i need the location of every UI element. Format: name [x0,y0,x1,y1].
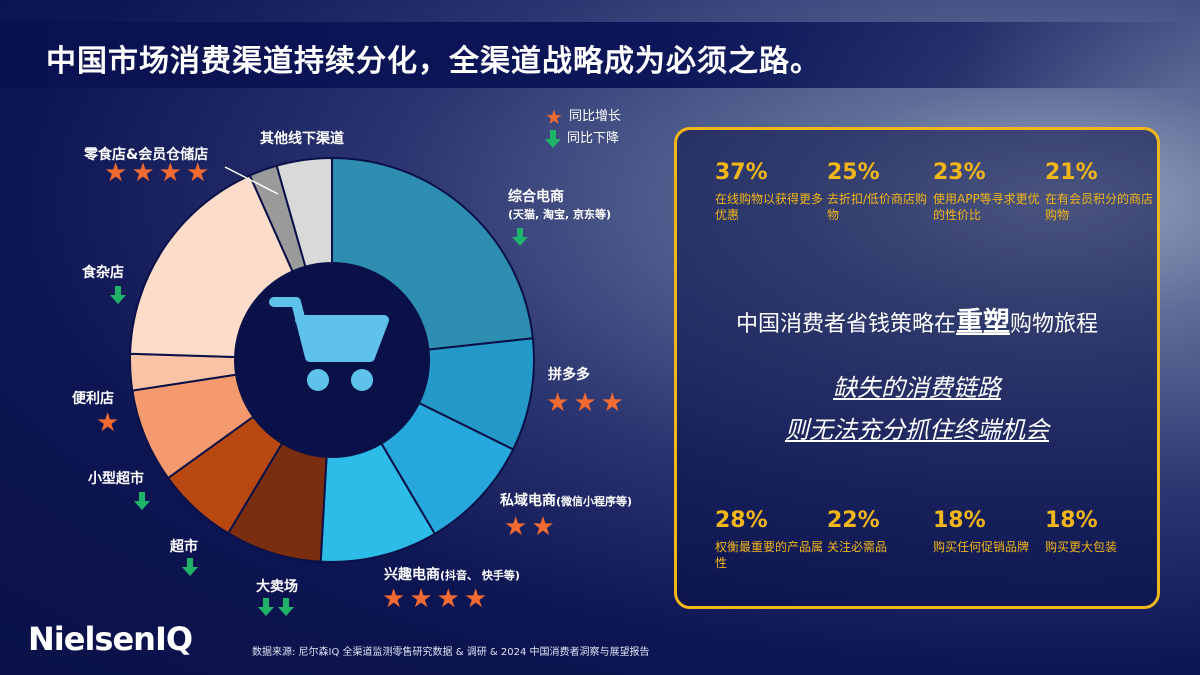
label-pinduoduo: 拼多多 [548,367,590,383]
label-convenience-store: 便利店 [72,391,114,407]
star-icon: ★ [382,584,406,614]
data-source: 数据来源: 尼尔森IQ 全渠道监测零售研究数据 & 调研 & 2024 中国消费… [252,647,650,658]
label-mini-supermarket: 小型超市 [88,471,144,487]
marks-pinduoduo: ★ ★ ★ [546,390,624,416]
down-arrow-icon [545,130,561,148]
star-icon: ★ [104,158,128,188]
down-arrow-icon [258,598,274,616]
down-arrow-icon [278,598,294,616]
star-icon: ★ [531,512,555,542]
marks-snack-store: ★ ★ ★ ★ [104,160,209,186]
label-comprehensive-ecommerce: 综合电商 (天猫, 淘宝, 京东等) [508,189,612,221]
page-title: 中国市场消费渠道持续分化，全渠道战略成为必须之路。 [46,44,821,79]
shopping-cart-icon [269,297,389,391]
stat-bottom-1: 28% 权衡最重要的产品属性 [715,508,824,570]
marks-supermarket [182,558,198,576]
label-grocery: 食杂店 [82,265,124,281]
down-arrow-icon [512,228,528,246]
label-private-ecommerce: 私域电商(微信小程序等) [500,493,633,509]
star-icon: ★ [158,158,182,188]
label-supermarket: 超市 [170,539,198,555]
label-interest-ecommerce: 兴趣电商(抖音、 快手等) [384,567,520,583]
star-icon: ★ [463,584,488,614]
italic-line-1: 缺失的消费链路 [833,374,1001,402]
label-snack-store: 零食店&会员仓储店 [84,147,209,163]
star-icon: ★ [545,105,563,129]
stat-top-3: 23% 使用APP等寻求更优的性价比 [933,160,1040,222]
stat-top-4: 21% 在有会员积分的商店购物 [1045,160,1154,222]
label-other-offline: 其他线下渠道 [260,131,344,147]
donut-chart [129,156,535,563]
stat-top-1: 37% 在线购物以获得更多优惠 [715,160,824,222]
marks-hypermarket [258,598,294,616]
marks-grocery [110,286,126,304]
legend-down: 同比下降 [545,128,621,150]
star-icon: ★ [185,158,210,188]
marks-comprehensive-ecommerce [512,228,528,246]
stat-bottom-2: 22% 关注必需品 [827,508,888,554]
legend: ★ 同比增长 同比下降 [545,106,621,150]
marks-mini-supermarket [134,492,150,510]
down-arrow-icon [134,492,150,510]
star-icon: ★ [546,388,570,418]
stat-top-2: 25% 去折扣/低价商店购物 [827,160,928,222]
marks-convenience-store: ★ [96,410,119,436]
star-icon: ★ [131,158,155,188]
legend-up: ★ 同比增长 [545,105,621,129]
marks-interest-ecommerce: ★ ★ ★ ★ [382,586,487,612]
down-arrow-icon [110,286,126,304]
stat-bottom-3: 18% 购买任何促销品牌 [933,508,1030,554]
star-icon: ★ [504,512,528,542]
star-icon: ★ [600,388,624,418]
headline: 中国消费者省钱策略在重塑购物旅程 [735,307,1099,338]
italic-line-2: 则无法充分抓住终端机会 [785,416,1049,444]
down-arrow-icon [182,558,198,576]
title-bar [0,22,1200,88]
stat-bottom-4: 18% 购买更大包装 [1045,508,1118,554]
star-icon: ★ [409,584,433,614]
star-icon: ★ [573,388,597,418]
marks-private-ecommerce: ★ ★ [504,514,555,540]
star-icon: ★ [96,408,120,438]
nielseniq-logo: NielsenIQ [28,620,193,658]
label-hypermarket: 大卖场 [256,579,298,595]
insight-panel: 37% 在线购物以获得更多优惠 25% 去折扣/低价商店购物 23% 使用APP… [674,127,1160,609]
star-icon: ★ [436,584,460,614]
leader-line [224,166,279,195]
